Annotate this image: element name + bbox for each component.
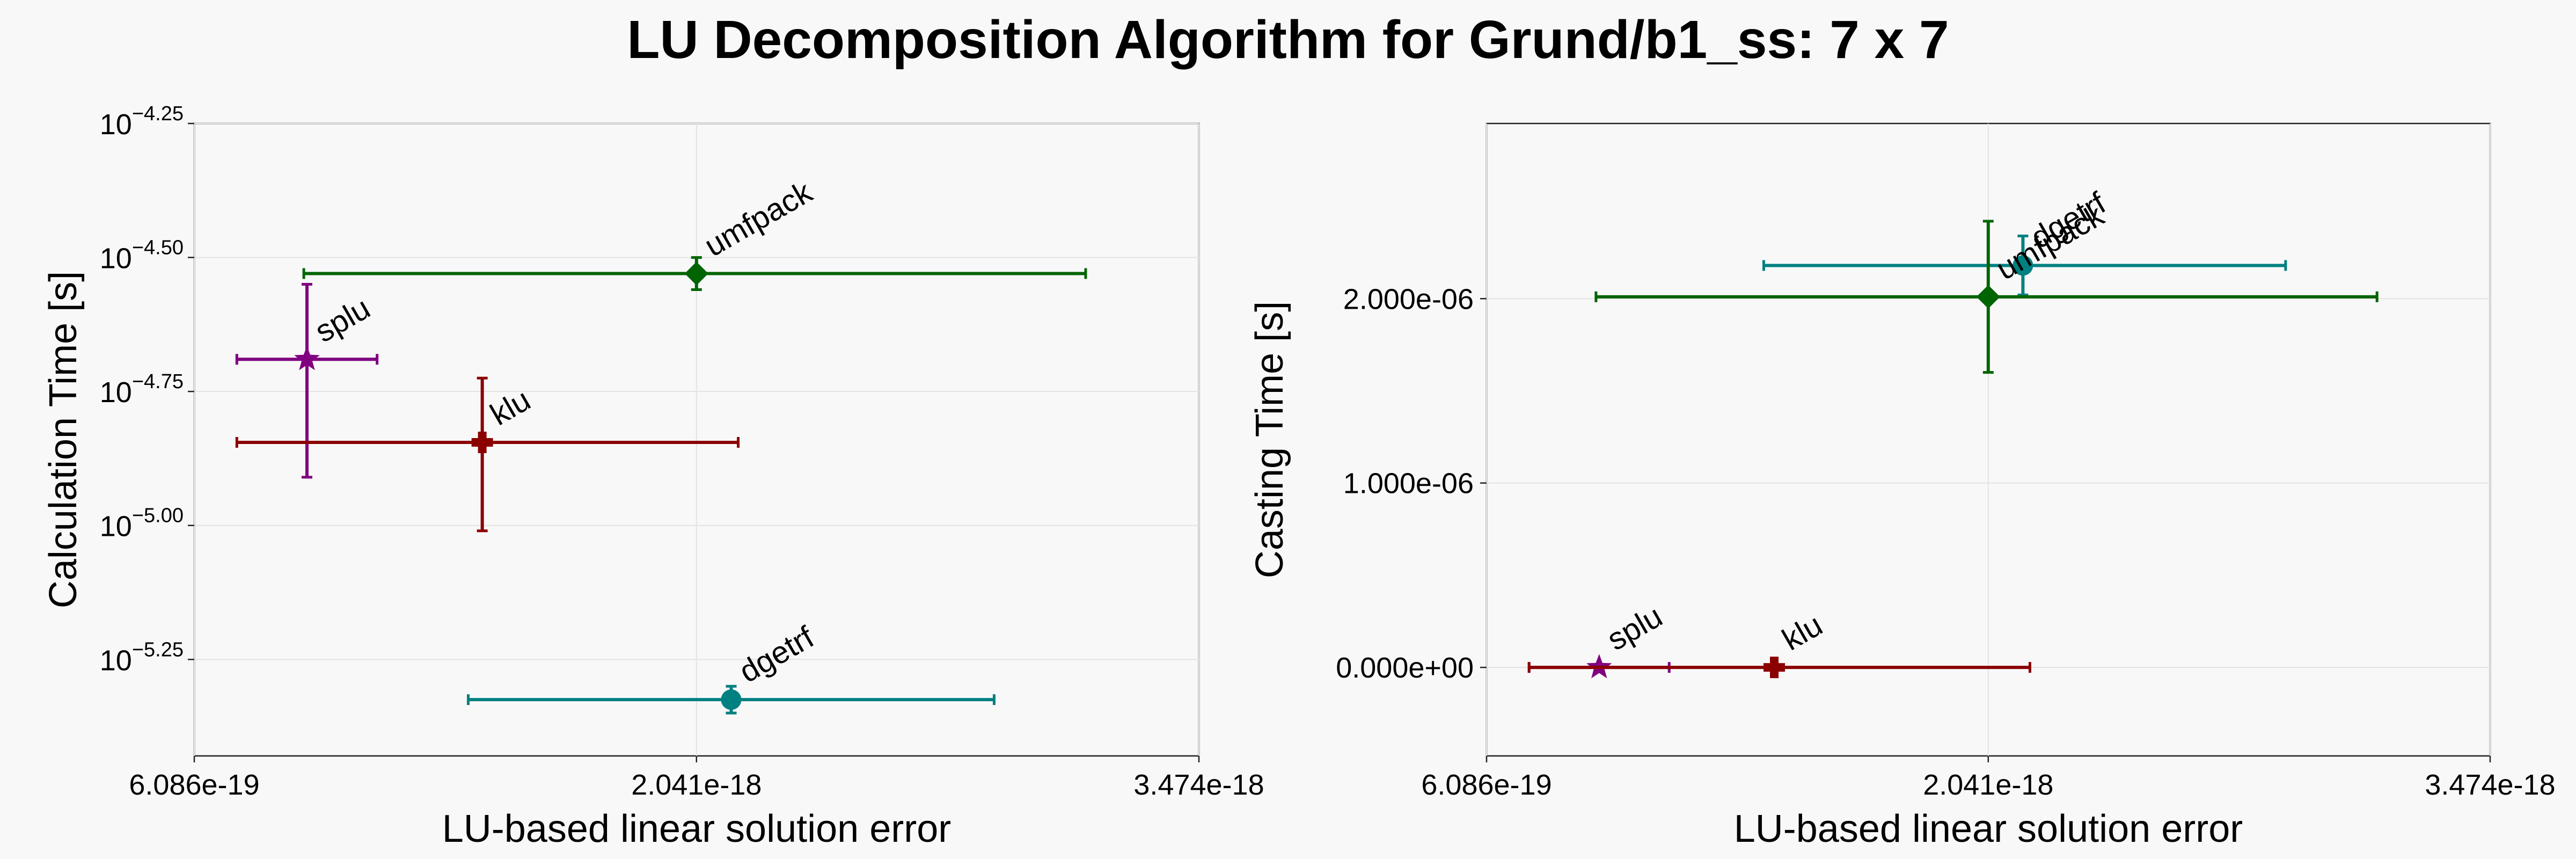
panel1-y-tick-label: 2.000e-06: [1343, 283, 1474, 315]
panel1-umfpack-marker: [1976, 285, 2000, 309]
panel1-x-axis-label: LU-based linear solution error: [1734, 807, 2243, 850]
panel0-x-tick-label: 3.474e-18: [1133, 769, 1264, 801]
figure-title: LU Decomposition Algorithm for Grund/b1_…: [627, 10, 1949, 70]
panel0-dgetrf-marker: [721, 689, 742, 710]
panel0-y-tick-label: 10−5.00: [100, 505, 184, 543]
casting-time-panel: 6.086e-19 2.041e-18 3.474e-18 0.000e+00 1.00…: [1248, 122, 2556, 850]
calculation-time-panel: 6.086e-19 2.041e-18 3.474e-18 10−4.25 10−4.5…: [42, 103, 1264, 850]
panel0-klu-marker: [471, 431, 493, 453]
panel1-x-tick-label: 2.041e-18: [1923, 769, 2053, 801]
panel0-y-tick-label: 10−5.25: [100, 638, 184, 676]
panel0-y-tick-label: 10−4.25: [100, 103, 184, 141]
panel0-splu-marker: [294, 346, 320, 370]
panel0-x-axis-label: LU-based linear solution error: [442, 807, 951, 850]
panel0-y-axis-label: Calculation Time [s]: [42, 271, 85, 608]
panel0-umfpack-marker: [684, 261, 708, 286]
panel1-y-axis-label: Casting Time [s]: [1248, 301, 1291, 578]
panel0-y-tick-label: 10−4.50: [100, 237, 184, 275]
panel1-y-tick-label: 1.000e-06: [1343, 468, 1474, 500]
panel1-klu-marker: [1763, 657, 1785, 679]
panel1-x-tick-label: 6.086e-19: [1421, 769, 1552, 801]
panel1-x-tick-label: 3.474e-18: [2425, 769, 2555, 801]
panel1-dgetrf-marker: [2012, 255, 2033, 276]
panel0-x-tick-label: 6.086e-19: [129, 769, 259, 801]
panel0-x-tick-label: 2.041e-18: [631, 769, 762, 801]
panel1-y-tick-label: 0.000e+00: [1336, 652, 1474, 684]
panel0-y-tick-label: 10−4.75: [100, 370, 184, 409]
